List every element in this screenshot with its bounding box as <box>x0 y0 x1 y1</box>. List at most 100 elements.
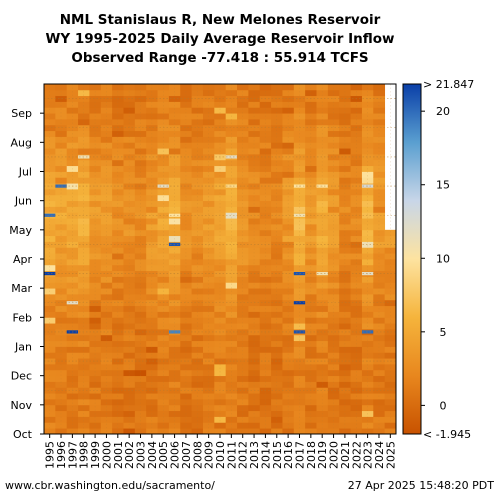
heatmap-cell <box>134 270 147 277</box>
heatmap-cell <box>100 352 113 359</box>
heatmap-cell <box>191 334 204 342</box>
heatmap-cell <box>316 159 329 167</box>
heatmap-cell <box>123 107 136 114</box>
heatmap-cell <box>271 177 283 184</box>
colorbar-tick-label: 5 <box>440 326 447 339</box>
heatmap-cell <box>191 136 204 143</box>
heatmap-cell <box>112 89 124 97</box>
heatmap-cell <box>44 159 56 167</box>
heatmap-cell <box>123 253 136 260</box>
heatmap-cell <box>89 84 102 91</box>
heatmap-cell <box>100 148 113 155</box>
heatmap-cell <box>100 288 113 295</box>
heatmap-cell <box>225 159 238 167</box>
heatmap-cell <box>134 241 147 248</box>
heatmap-cell <box>202 189 215 196</box>
heatmap-cell <box>78 364 90 371</box>
heatmap-cell <box>157 206 170 213</box>
heatmap-cell <box>327 113 340 120</box>
heatmap-cell <box>100 130 113 137</box>
heatmap-cell <box>293 317 306 324</box>
x-tick-label: 2016 <box>282 441 295 469</box>
heatmap-cell <box>282 416 295 423</box>
heatmap-cell <box>100 194 113 202</box>
heatmap-cell <box>248 89 261 97</box>
heatmap-cell <box>237 224 249 231</box>
heatmap-cell <box>339 165 351 172</box>
heatmap-cell <box>293 404 306 412</box>
heatmap-cell <box>350 177 363 184</box>
heatmap-cell <box>373 101 386 108</box>
heatmap-cell <box>55 311 68 318</box>
heatmap-cell <box>180 294 193 301</box>
heatmap-cell <box>146 369 158 377</box>
heatmap-cell <box>259 259 272 266</box>
heatmap-cell <box>123 399 136 406</box>
heatmap-cell <box>316 393 329 400</box>
heatmap-cell <box>282 270 295 277</box>
heatmap-cell <box>316 194 329 202</box>
heatmap-cell <box>214 311 227 318</box>
heatmap-cell <box>248 101 261 108</box>
heatmap-cell <box>248 107 261 114</box>
heatmap-cell <box>339 375 351 382</box>
heatmap-cell <box>180 358 193 365</box>
heatmap-cell <box>134 218 147 225</box>
heatmap-cell <box>146 177 158 184</box>
heatmap-cell <box>361 101 374 108</box>
heatmap-cell <box>180 399 193 406</box>
heatmap-cell <box>305 165 317 172</box>
heatmap-cell <box>157 282 170 289</box>
heatmap-cell <box>202 119 215 126</box>
heatmap-cell <box>214 89 227 97</box>
heatmap-cell <box>100 235 113 242</box>
heatmap-cell <box>259 89 272 97</box>
heatmap-cell <box>282 369 295 377</box>
heatmap-cell <box>214 206 227 213</box>
heatmap-cell <box>123 416 136 423</box>
heatmap-cell <box>44 107 56 114</box>
heatmap-cell <box>100 393 113 400</box>
heatmap-cell <box>259 311 272 318</box>
heatmap-cell <box>225 241 238 248</box>
heatmap-cell <box>112 264 124 272</box>
heatmap-cell <box>112 340 124 347</box>
heatmap-cell <box>248 404 261 412</box>
heatmap-cell <box>89 107 102 114</box>
heatmap-cell <box>282 142 295 149</box>
heatmap-cell <box>305 130 317 137</box>
footer-timestamp: 27 Apr 2025 15:48:20 PDT <box>348 479 495 492</box>
heatmap-cell <box>180 375 193 382</box>
heatmap-cell <box>373 189 386 196</box>
heatmap-cell <box>100 183 113 190</box>
heatmap-cell <box>259 229 272 237</box>
heatmap-cell <box>214 276 227 283</box>
heatmap-cell <box>316 404 329 412</box>
heatmap-cell <box>55 113 68 120</box>
heatmap-cell <box>237 113 249 120</box>
heatmap-cell <box>123 194 136 202</box>
heatmap-cell <box>339 142 351 149</box>
heatmap-cell <box>89 346 102 353</box>
heatmap-cell <box>44 329 56 336</box>
heatmap-cell <box>89 177 102 184</box>
heatmap-cell <box>180 142 193 149</box>
heatmap-cell <box>146 253 158 260</box>
x-tick-label: 2003 <box>135 441 148 469</box>
heatmap-cell <box>327 393 340 400</box>
heatmap-cell <box>89 387 102 394</box>
x-tick-label: 2025 <box>384 441 397 469</box>
heatmap-cell <box>168 305 181 312</box>
heatmap-cell <box>339 305 351 312</box>
heatmap-cell <box>134 375 147 382</box>
heatmap-cell <box>316 323 329 330</box>
heatmap-cell <box>259 399 272 406</box>
heatmap-cell <box>78 352 90 359</box>
heatmap-cell <box>327 224 340 231</box>
heatmap-cell <box>339 136 351 143</box>
x-tick-label: 2001 <box>112 441 125 469</box>
heatmap-cell <box>202 323 215 330</box>
heatmap-cell <box>225 113 238 120</box>
heatmap-cell <box>327 136 340 143</box>
heatmap-cell <box>146 422 158 429</box>
